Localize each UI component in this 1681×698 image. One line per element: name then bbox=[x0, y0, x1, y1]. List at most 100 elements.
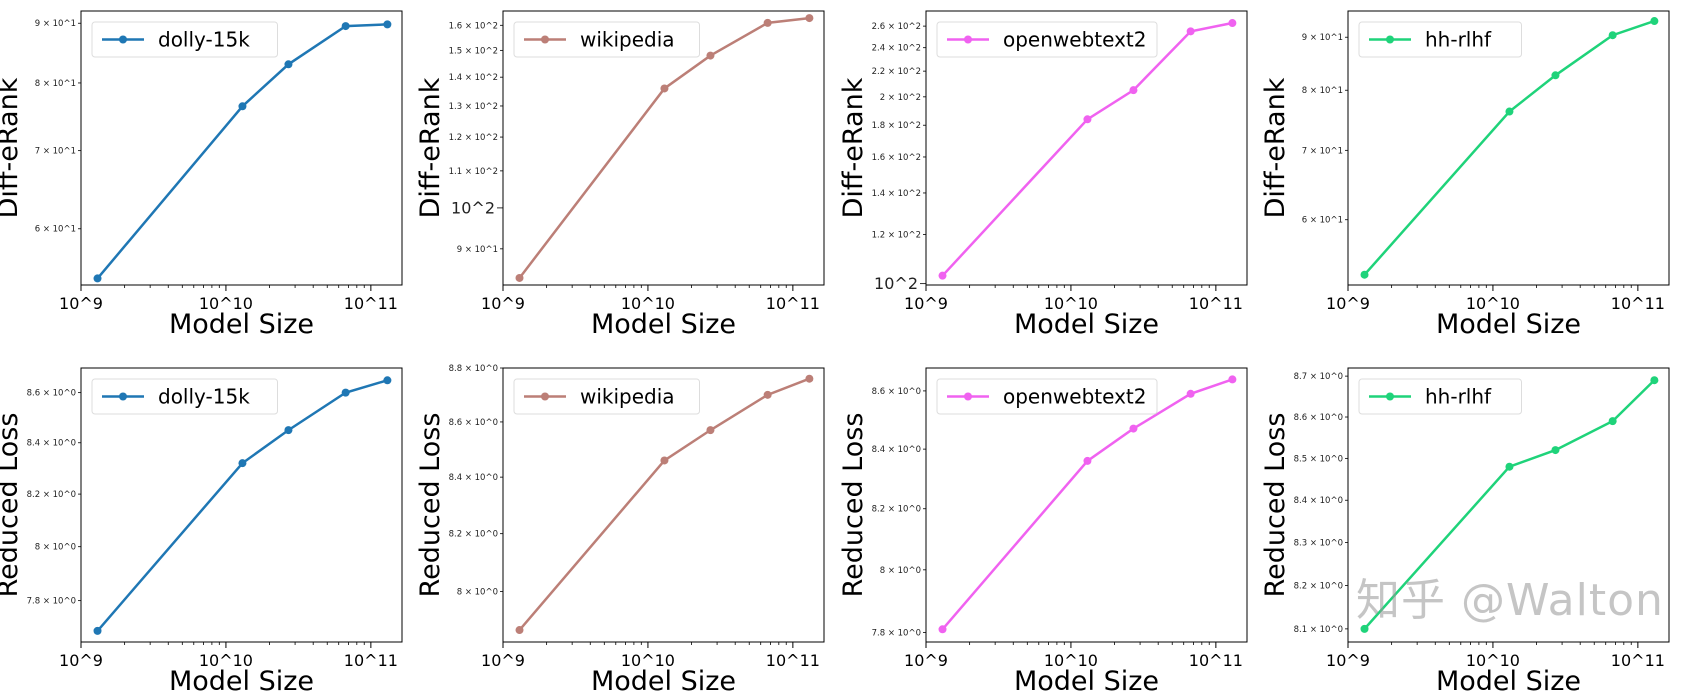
legend-label: wikipedia bbox=[580, 385, 675, 409]
x-tick-label: 10^10 bbox=[199, 651, 253, 670]
x-tick-label: 10^11 bbox=[1189, 294, 1243, 313]
y-tick-label: 1.1 × 10^2 bbox=[449, 167, 498, 177]
subplot-1: 10^9 10^10 10^11 6 × 10^1 7 × 10^1 8 × 10^1 9 … bbox=[0, 10, 403, 340]
legend-box bbox=[513, 378, 700, 415]
axes-frame bbox=[502, 367, 825, 643]
y-tick-label: 8 × 10^0 bbox=[457, 588, 498, 598]
legend-label: dolly-15k bbox=[158, 28, 250, 52]
y-tick-label: 1.8 × 10^2 bbox=[872, 121, 921, 131]
y-tick-label: 8.4 × 10^0 bbox=[1294, 496, 1343, 506]
axes-frame bbox=[1347, 367, 1670, 643]
data-point bbox=[238, 102, 247, 111]
subplot-8: 10^9 10^10 10^11 8.1 × 10^0 8.2 × 10^0 8.3 × … bbox=[1260, 367, 1670, 697]
y-tick-label: 9 × 10^1 bbox=[457, 245, 498, 255]
data-point bbox=[515, 626, 524, 635]
y-tick-label: 8.6 × 10^0 bbox=[27, 389, 76, 399]
y-axis-label: Reduced Loss bbox=[0, 413, 24, 598]
y-tick-label: 8.6 × 10^0 bbox=[449, 418, 498, 428]
data-point bbox=[238, 459, 247, 468]
legend-label: openwebtext2 bbox=[1003, 385, 1146, 409]
x-tick-label: 10^9 bbox=[481, 294, 525, 313]
legend-box bbox=[1358, 378, 1522, 415]
x-tick-label: 10^10 bbox=[1466, 651, 1520, 670]
y-tick-label: 8 × 10^1 bbox=[1302, 86, 1343, 96]
x-axis-label: Model Size bbox=[1436, 666, 1581, 694]
x-tick-label: 10^11 bbox=[1611, 651, 1665, 670]
x-tick-label: 10^9 bbox=[1326, 294, 1370, 313]
data-point bbox=[763, 18, 772, 27]
data-point bbox=[284, 426, 293, 435]
legend-marker bbox=[1386, 35, 1394, 44]
x-tick-label: 10^10 bbox=[1466, 294, 1520, 313]
series-line-openwebtext2 bbox=[941, 21, 1233, 277]
y-tick-label: 8.5 × 10^0 bbox=[1294, 454, 1343, 464]
x-axis-label: Model Size bbox=[1436, 309, 1581, 340]
y-tick-label: 7 × 10^1 bbox=[35, 147, 76, 157]
y-tick-label: 1.6 × 10^2 bbox=[449, 21, 498, 31]
y-tick-label: 8.3 × 10^0 bbox=[1294, 539, 1343, 549]
data-point bbox=[763, 390, 772, 399]
data-point bbox=[1551, 71, 1560, 80]
subplot-2: 10^9 10^10 10^11 9 × 10^1 10^2 1.1 × 10^2 1.2 … bbox=[415, 10, 825, 340]
data-point bbox=[1505, 107, 1514, 116]
x-axis-label: Model Size bbox=[1014, 309, 1159, 340]
data-point bbox=[1129, 424, 1138, 433]
data-point bbox=[1129, 86, 1138, 95]
y-tick-label: 10^2 bbox=[451, 199, 495, 218]
x-tick-label: 10^10 bbox=[1044, 651, 1098, 670]
legend-label: hh-rlhf bbox=[1425, 385, 1492, 409]
x-tick-label: 10^9 bbox=[59, 294, 103, 313]
y-tick-label: 10^2 bbox=[874, 274, 918, 293]
data-point bbox=[660, 456, 669, 465]
data-point bbox=[1228, 19, 1237, 28]
legend-box bbox=[936, 378, 1158, 415]
legend-label: wikipedia bbox=[580, 28, 675, 52]
legend-label: dolly-15k bbox=[158, 385, 250, 409]
y-tick-label: 8.1 × 10^0 bbox=[1294, 625, 1343, 635]
subplot-4: 10^9 10^10 10^11 6 × 10^1 7 × 10^1 8 × 10^1 9 … bbox=[1260, 10, 1670, 340]
legend-marker bbox=[119, 35, 127, 44]
data-point bbox=[706, 426, 715, 435]
legend-label: openwebtext2 bbox=[1003, 28, 1146, 52]
axes-frame bbox=[502, 10, 825, 286]
data-point bbox=[1650, 376, 1659, 385]
series-line-openwebtext2 bbox=[941, 378, 1233, 631]
data-point bbox=[660, 84, 669, 93]
y-axis-label: Reduced Loss bbox=[1260, 413, 1291, 598]
y-tick-label: 7 × 10^1 bbox=[1302, 146, 1343, 156]
data-point bbox=[383, 376, 392, 385]
data-point bbox=[805, 374, 814, 383]
x-tick-label: 10^9 bbox=[904, 294, 948, 313]
axes-frame bbox=[80, 367, 403, 643]
legend-box bbox=[936, 21, 1158, 58]
legend-box bbox=[91, 21, 278, 58]
x-tick-label: 10^9 bbox=[481, 651, 525, 670]
y-tick-label: 1.6 × 10^2 bbox=[872, 153, 921, 163]
series-line-dolly-15k bbox=[96, 23, 388, 280]
subplot-7: 10^9 10^10 10^11 7.8 × 10^0 8 × 10^0 8.2 × 10… bbox=[838, 367, 1248, 697]
legend-box bbox=[91, 378, 278, 415]
x-tick-label: 10^11 bbox=[766, 651, 820, 670]
legend-marker bbox=[119, 392, 127, 401]
series-line-dolly-15k bbox=[96, 379, 388, 632]
x-axis-label: Model Size bbox=[591, 309, 736, 340]
data-point bbox=[1608, 417, 1617, 426]
data-point bbox=[515, 273, 524, 282]
series-line-wikipedia bbox=[518, 377, 810, 631]
y-tick-label: 2.6 × 10^2 bbox=[872, 22, 921, 32]
y-tick-label: 1.2 × 10^2 bbox=[872, 230, 921, 240]
y-tick-label: 8 × 10^0 bbox=[880, 566, 921, 576]
x-axis-label: Model Size bbox=[169, 309, 314, 340]
y-tick-label: 7.8 × 10^0 bbox=[872, 628, 921, 638]
x-tick-label: 10^11 bbox=[766, 294, 820, 313]
data-point bbox=[1186, 389, 1195, 398]
y-tick-label: 2 × 10^2 bbox=[880, 93, 921, 103]
data-point bbox=[1360, 624, 1369, 633]
y-tick-label: 2.2 × 10^2 bbox=[872, 67, 921, 77]
y-tick-label: 8.7 × 10^0 bbox=[1294, 372, 1343, 382]
y-tick-label: 8.2 × 10^0 bbox=[1294, 581, 1343, 591]
axes-frame bbox=[80, 10, 403, 286]
y-tick-label: 8.4 × 10^0 bbox=[449, 473, 498, 483]
y-tick-label: 8.2 × 10^0 bbox=[449, 530, 498, 540]
